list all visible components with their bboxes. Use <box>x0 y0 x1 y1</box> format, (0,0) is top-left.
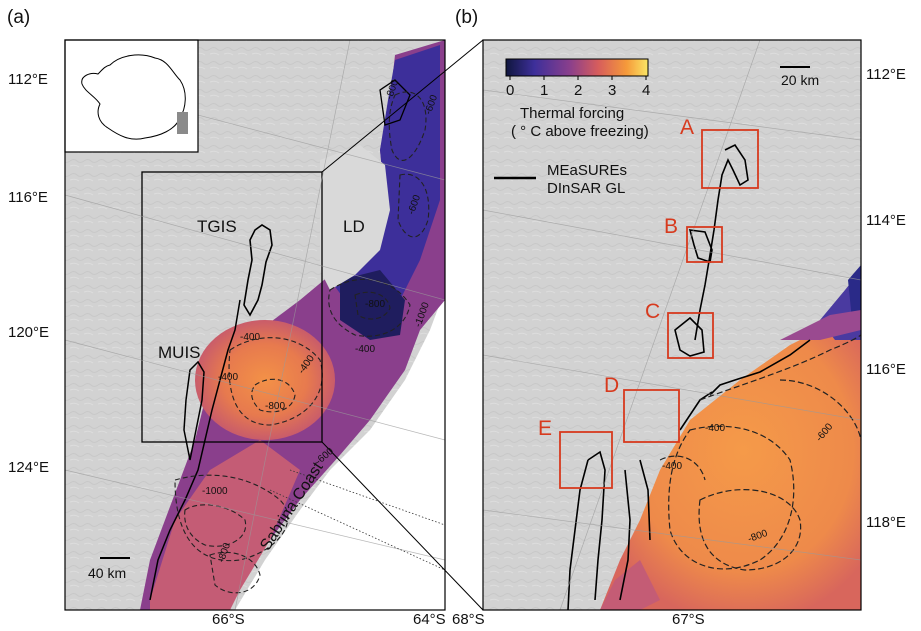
box-letter-e: E <box>538 418 552 439</box>
panel-b-lon-label: 118°E <box>866 515 906 530</box>
contour-label: -400 <box>240 333 260 343</box>
panel-a-lon-label: 120°E <box>8 325 49 340</box>
region-label-ld: LD <box>343 218 365 235</box>
region-label-tgis: TGIS <box>197 218 237 235</box>
panel-b-lon-label: 114°E <box>866 213 906 228</box>
legend-label-line1: MEaSUREs <box>547 163 627 178</box>
panel-a-lat-label: 64°S <box>413 612 446 627</box>
contour-label: -800 <box>265 402 285 412</box>
inset-study-area-marker <box>177 112 188 134</box>
region-label-muis: MUIS <box>158 344 201 361</box>
contour-label: -400 <box>662 462 682 472</box>
colorbar-tick: 1 <box>540 83 548 98</box>
colorbar-tick: 4 <box>642 83 650 98</box>
contour-label: -400 <box>705 424 725 434</box>
panel-b-lat-label: 68°S <box>452 612 485 627</box>
panel-b-scale-label: 20 km <box>781 73 819 87</box>
box-letter-c: C <box>645 301 660 322</box>
panel-a-lon-label: 116°E <box>8 190 48 205</box>
panel-a-label: (a) <box>7 8 30 27</box>
colorbar <box>506 59 648 76</box>
panel-a-lon-label: 112°E <box>8 72 48 87</box>
colorbar-tick: 0 <box>506 83 514 98</box>
panel-b-lon-label: 116°E <box>866 362 906 377</box>
legend-label-line2: DInSAR GL <box>547 181 625 196</box>
contour-label: -800 <box>365 300 385 310</box>
colorbar-tick: 2 <box>574 83 582 98</box>
panel-a-lat-label: 66°S <box>212 612 245 627</box>
panel-a-scale-label: 40 km <box>88 566 126 580</box>
panel-b-lon-label: 112°E <box>866 67 906 82</box>
contour-label: -400 <box>218 373 238 383</box>
box-letter-b: B <box>664 216 678 237</box>
panel-b-label: (b) <box>455 8 478 27</box>
box-letter-d: D <box>604 375 619 396</box>
colorbar-units: ( ° C above freezing) <box>511 124 649 139</box>
contour-label: -1000 <box>202 487 228 497</box>
panel-a-lon-label: 124°E <box>8 460 49 475</box>
colorbar-tick: 3 <box>608 83 616 98</box>
panel-b-lat-label: 67°S <box>672 612 705 627</box>
box-letter-a: A <box>680 117 694 138</box>
contour-label: -400 <box>355 345 375 355</box>
colorbar-title: Thermal forcing <box>520 106 624 121</box>
